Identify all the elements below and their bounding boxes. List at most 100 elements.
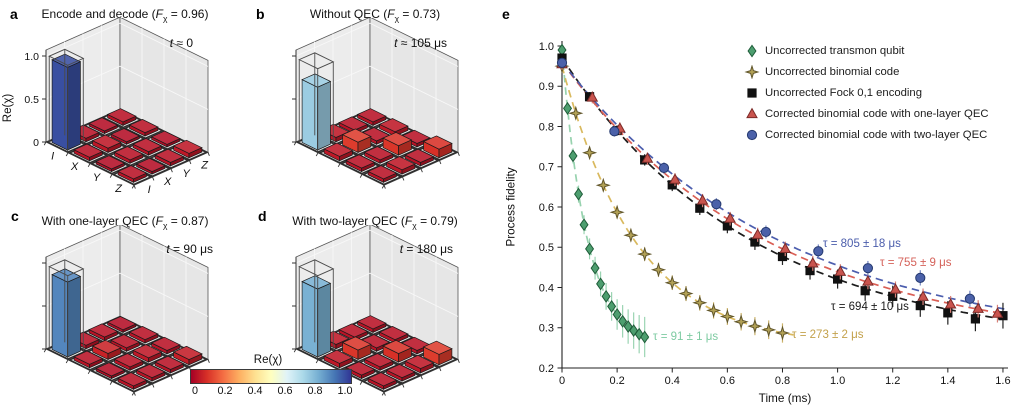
colorbar-tick: 0.6 xyxy=(277,385,293,397)
colorbar-label: Re(χ) xyxy=(253,354,283,366)
panel-c-title: With one-layer QEC (Fχ = 0.87) xyxy=(0,214,250,230)
svg-text:0.3: 0.3 xyxy=(539,323,554,335)
tomo-z-axis xyxy=(292,50,460,189)
panel-b-title: Without QEC (Fχ = 0.73) xyxy=(250,7,500,23)
legend-label: Uncorrected transmon qubit xyxy=(765,44,905,57)
time-symbol: t xyxy=(394,36,398,50)
tau-annotation-one-layer: τ = 755 ± 9 μs xyxy=(880,257,952,269)
tomo-bars xyxy=(45,259,209,393)
panel-b-title-pre: Without QEC ( xyxy=(309,7,388,21)
series-1 xyxy=(554,58,791,343)
fidelity-subscript: χ xyxy=(162,13,168,24)
time-symbol: t xyxy=(166,242,170,256)
svg-text:1.4: 1.4 xyxy=(940,375,955,387)
colorbar-tick: 0.4 xyxy=(247,385,263,397)
fidelity-subscript: χ xyxy=(394,13,400,24)
panel-b-time-annotation: t ≈ 105 μs xyxy=(394,36,447,50)
ghost-wireframe xyxy=(48,259,85,359)
panel-a-title: Encode and decode (Fχ = 0.96) xyxy=(0,7,250,23)
panel-d-title-post: = 0.79) xyxy=(416,214,458,228)
svg-text:1.0: 1.0 xyxy=(24,51,39,63)
svg-text:0.7: 0.7 xyxy=(539,162,554,174)
time-symbol: t xyxy=(169,36,174,50)
series-0 xyxy=(557,43,650,358)
legend-item: Uncorrected transmon qubit xyxy=(744,40,989,61)
svg-text:0.5: 0.5 xyxy=(24,94,39,106)
panel-a-tomography: Encode and decode (Fχ = 0.96) t ≈ 0 Re(χ… xyxy=(0,0,250,206)
colorbar-gradient xyxy=(190,369,352,384)
svg-text:0.2: 0.2 xyxy=(609,375,624,387)
svg-text:Z: Z xyxy=(114,183,123,195)
svg-text:0.5: 0.5 xyxy=(539,242,554,254)
process-fidelity-plot: 0 0.2 0.4 0.6 0.8 1.0 1.2 1.4 1.6 0.2 0.3 0.4 0.5 0.6… xyxy=(539,41,1011,387)
svg-text:1.2: 1.2 xyxy=(885,375,900,387)
y-axis-label-text: Process fidelity xyxy=(504,166,518,247)
legend-item: Corrected binomial code with one-layer Q… xyxy=(744,103,989,124)
panel-b-title-post: = 0.73) xyxy=(399,7,441,21)
panel-a-title-pre: Encode and decode ( xyxy=(41,7,156,21)
time-value: ≈ 0 xyxy=(173,36,193,50)
legend-label: Corrected binomial code with two-layer Q… xyxy=(765,128,988,141)
fidelity-subscript: χ xyxy=(412,220,417,231)
svg-text:1.0: 1.0 xyxy=(830,375,845,387)
tomography-chart-d xyxy=(292,225,460,396)
panel-a-time-annotation: t ≈ 0 xyxy=(170,36,193,50)
fidelity-symbol: F xyxy=(155,214,163,228)
tomo-z-axis: 0 0.5 1.0 xyxy=(24,50,210,189)
panel-b-tomography: Without QEC (Fχ = 0.73) t ≈ 105 μs xyxy=(250,0,500,206)
panel-d-time-annotation: t = 180 μs xyxy=(400,242,453,256)
ghost-wireframe xyxy=(298,52,335,152)
time-symbol: t xyxy=(399,242,404,256)
svg-text:Y: Y xyxy=(93,172,101,184)
legend-label: Uncorrected Fock 0,1 encoding xyxy=(765,86,922,99)
panel-c-title-pre: With one-layer QEC ( xyxy=(41,214,156,228)
ghost-wireframe xyxy=(298,259,335,359)
colorbar-tick: 0 xyxy=(191,385,198,397)
panel-letter-b: b xyxy=(256,6,265,22)
panel-d-title: With two-layer QEC (Fχ = 0.79) xyxy=(250,214,500,230)
colorbar: Re(χ) 0 0.2 0.4 0.6 0.8 1.0 xyxy=(168,350,368,412)
y-axis-label: Process fidelity xyxy=(481,0,541,413)
tau-annotation-transmon: τ = 91 ± 1 μs xyxy=(653,331,719,343)
panel-letter-c: c xyxy=(11,208,19,224)
fit-curve-0 xyxy=(561,49,650,340)
svg-text:0.4: 0.4 xyxy=(665,375,680,387)
tau-annotation-fock: τ = 694 ± 10 μs xyxy=(831,301,909,313)
panel-letter-a: a xyxy=(10,6,18,22)
panel-d-tomography: With two-layer QEC (Fχ = 0.79) t = 180 μ… xyxy=(250,207,500,413)
svg-text:0.8: 0.8 xyxy=(539,121,554,133)
svg-text:I: I xyxy=(148,184,151,196)
svg-text:X: X xyxy=(163,176,172,188)
svg-text:Z: Z xyxy=(200,160,209,172)
fidelity-symbol: F xyxy=(387,7,395,21)
fidelity-symbol: F xyxy=(155,7,163,21)
colorbar-tick: 1.0 xyxy=(337,385,353,397)
svg-text:0.2: 0.2 xyxy=(539,363,554,375)
legend-label: Corrected binomial code with one-layer Q… xyxy=(765,107,989,120)
triangle-marker-icon xyxy=(746,107,758,118)
fidelity-subscript: χ xyxy=(162,220,168,231)
x-axis-label: Time (ms) xyxy=(758,391,812,405)
legend: Uncorrected transmon qubit Uncorrected b… xyxy=(744,40,989,145)
fit-curve-4 xyxy=(561,61,1005,310)
tomo-z-axis xyxy=(42,257,210,396)
axes: 0 0.2 0.4 0.6 0.8 1.0 1.2 1.4 1.6 0.2 0.3 0.4 0.5 0.6… xyxy=(539,41,1011,387)
svg-text:0.9: 0.9 xyxy=(539,81,554,93)
panel-c-time-annotation: t = 90 μs xyxy=(166,242,213,256)
time-value: ≈ 105 μs xyxy=(397,36,447,50)
legend-item: Uncorrected Fock 0,1 encoding xyxy=(744,82,989,103)
fidelity-symbol: F xyxy=(404,214,413,228)
tomo-bars xyxy=(295,259,459,393)
colorbar-tick: 0.2 xyxy=(217,385,233,397)
tau-annotation-binomial: τ = 273 ± 2 μs xyxy=(792,329,864,341)
tomo-bars xyxy=(295,52,459,186)
panel-c-title-post: = 0.87) xyxy=(167,214,209,228)
panel-c-tomography: With one-layer QEC (Fχ = 0.87) t = 90 μs xyxy=(0,207,250,413)
svg-text:0.6: 0.6 xyxy=(539,202,554,214)
panel-d-title-pre: With two-layer QEC ( xyxy=(292,214,405,228)
panel-letter-d: d xyxy=(258,208,267,224)
diamond-marker-icon xyxy=(747,44,757,57)
